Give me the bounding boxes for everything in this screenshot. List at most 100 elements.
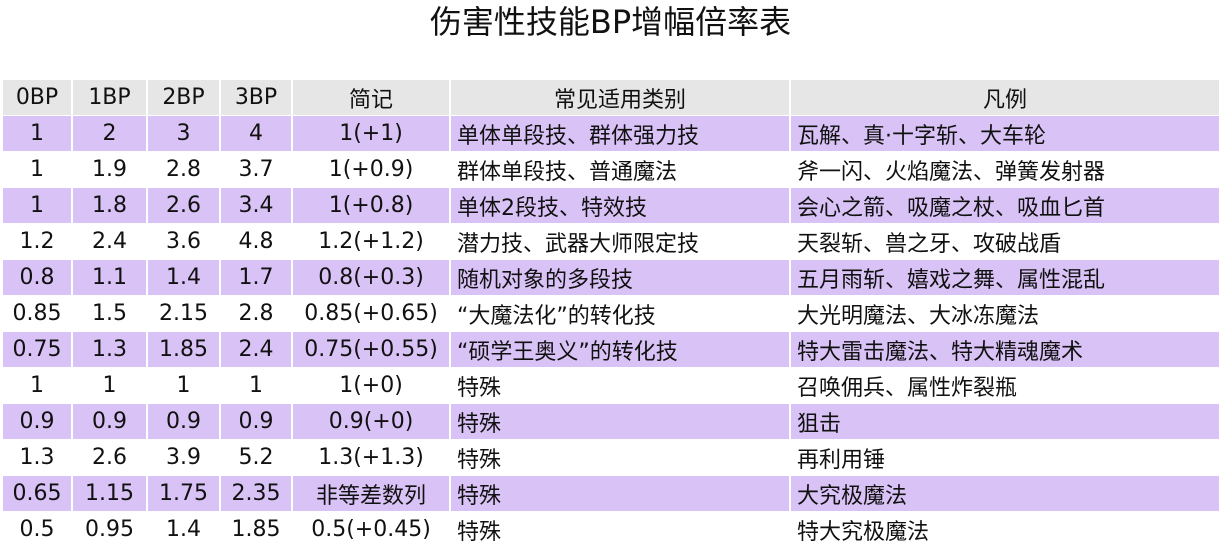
column-header: 0BP [3, 80, 73, 116]
table-cell: 特殊 [450, 367, 791, 404]
table-cell: 单体2段技、特效技 [450, 187, 791, 224]
table-cell: 0.9 [72, 403, 148, 440]
table-row: 1 1.8 2.6 3.4 1(+0.8) 单体2段技、特效技 会心之箭、吸魔之杖、吸血匕首 [3, 187, 1221, 224]
table-cell: 大光明魔法、大冰冻魔法 [790, 295, 1221, 332]
table-cell: 1.1 [72, 259, 148, 296]
table-cell: 0.85(+0.65) [292, 295, 451, 332]
table-cell: 0.9 [3, 403, 73, 440]
table-cell: 2.8 [220, 295, 293, 332]
table-cell: 1.2(+1.2) [292, 223, 451, 260]
table-cell: 1.85 [147, 331, 221, 368]
table-cell: 特大雷击魔法、特大精魂魔术 [790, 331, 1221, 368]
column-header: 简记 [292, 80, 451, 116]
table-row: 0.85 1.5 2.15 2.8 0.85(+0.65) “大魔法化”的转化技 大光明魔法… [3, 295, 1221, 332]
table-cell: 0.95 [72, 511, 148, 548]
table-cell: 2.15 [147, 295, 221, 332]
table-cell: 特殊 [450, 403, 791, 440]
table-row: 1 1.9 2.8 3.7 1(+0.9) 群体单段技、普通魔法 斧一闪、火焰魔法、弹簧发射… [3, 151, 1221, 188]
table-cell: 1.3 [72, 331, 148, 368]
table-cell: 1.85 [220, 511, 293, 548]
table-cell: 0.85 [3, 295, 73, 332]
table-cell: 群体单段技、普通魔法 [450, 151, 791, 188]
table-cell: 1.3(+1.3) [292, 439, 451, 476]
table-cell: 3.9 [147, 439, 221, 476]
table-cell: 4 [220, 115, 293, 152]
table-cell: 3.7 [220, 151, 293, 188]
table-cell: 0.8 [3, 259, 73, 296]
table-cell: 5.2 [220, 439, 293, 476]
table-cell: 2.35 [220, 475, 293, 512]
table-cell: 1 [72, 367, 148, 404]
column-header: 2BP [147, 80, 221, 116]
column-header: 1BP [72, 80, 148, 116]
table-cell: 0.8(+0.3) [292, 259, 451, 296]
table-cell: 1.4 [147, 259, 221, 296]
table-cell: 1.2 [3, 223, 73, 260]
table-cell: 1 [3, 151, 73, 188]
table-row: 1 2 3 4 1(+1) 单体单段技、群体强力技 瓦解、真·十字斩、大车轮 [3, 115, 1221, 152]
table-cell: 3 [147, 115, 221, 152]
table-row: 1.2 2.4 3.6 4.8 1.2(+1.2) 潜力技、武器大师限定技 天裂斩、兽之牙、… [3, 223, 1221, 260]
column-header: 凡例 [790, 80, 1221, 116]
table-cell: 1.7 [220, 259, 293, 296]
table-cell: 1.5 [72, 295, 148, 332]
table-cell: 狙击 [790, 403, 1221, 440]
table-cell: 1.75 [147, 475, 221, 512]
table-cell: 1 [3, 367, 73, 404]
table-cell: 1.4 [147, 511, 221, 548]
table-cell: 召唤佣兵、属性炸裂瓶 [790, 367, 1221, 404]
table-cell: 五月雨斩、嬉戏之舞、属性混乱 [790, 259, 1221, 296]
table-cell: 0.9 [147, 403, 221, 440]
table-cell: 0.9 [220, 403, 293, 440]
table-cell: 2.6 [72, 439, 148, 476]
table-cell: 1 [147, 367, 221, 404]
table-cell: 1(+0) [292, 367, 451, 404]
table-cell: 1 [220, 367, 293, 404]
table-cell: 1 [3, 187, 73, 224]
table-cell: 特殊 [450, 475, 791, 512]
table-cell: 1.3 [3, 439, 73, 476]
table-cell: 1.8 [72, 187, 148, 224]
page-title: 伤害性技能BP增幅倍率表 [429, 3, 792, 41]
table-cell: 3.6 [147, 223, 221, 260]
table-cell: 非等差数列 [292, 475, 451, 512]
table-cell: 潜力技、武器大师限定技 [450, 223, 791, 260]
table-row: 0.75 1.3 1.85 2.4 0.75(+0.55) “硕学王奥义”的转化技 特大雷击… [3, 331, 1221, 368]
table-row: 1 1 1 1 1(+0) 特殊 召唤佣兵、属性炸裂瓶 [3, 367, 1221, 404]
table-cell: 0.5(+0.45) [292, 511, 451, 548]
table-cell: “大魔法化”的转化技 [450, 295, 791, 332]
table-row: 0.9 0.9 0.9 0.9 0.9(+0) 特殊 狙击 [3, 403, 1221, 440]
table-row: 0.8 1.1 1.4 1.7 0.8(+0.3) 随机对象的多段技 五月雨斩、嬉戏之舞、属… [3, 259, 1221, 296]
bp-table: 0BP 1BP 2BP 3BP 简记 常见适用类别 凡例 1 2 3 4 1(+1) 单体单段技、群体… [3, 80, 1221, 548]
table-cell: 1(+1) [292, 115, 451, 152]
table-cell: 天裂斩、兽之牙、攻破战盾 [790, 223, 1221, 260]
table-cell: 0.65 [3, 475, 73, 512]
table-cell: 大究极魔法 [790, 475, 1221, 512]
table-cell: 瓦解、真·十字斩、大车轮 [790, 115, 1221, 152]
table-cell: 斧一闪、火焰魔法、弹簧发射器 [790, 151, 1221, 188]
column-header: 3BP [220, 80, 293, 116]
table-cell: 0.5 [3, 511, 73, 548]
table-cell: 随机对象的多段技 [450, 259, 791, 296]
table-cell: 1(+0.8) [292, 187, 451, 224]
table-cell: 3.4 [220, 187, 293, 224]
table-cell: 特殊 [450, 511, 791, 548]
table-cell: 会心之箭、吸魔之杖、吸血匕首 [790, 187, 1221, 224]
table-cell: “硕学王奥义”的转化技 [450, 331, 791, 368]
table-cell: 0.75(+0.55) [292, 331, 451, 368]
table-cell: 1(+0.9) [292, 151, 451, 188]
table-cell: 2.8 [147, 151, 221, 188]
table-row: 1.3 2.6 3.9 5.2 1.3(+1.3) 特殊 再利用锤 [3, 439, 1221, 476]
table-cell: 单体单段技、群体强力技 [450, 115, 791, 152]
table-cell: 4.8 [220, 223, 293, 260]
header-row: 0BP 1BP 2BP 3BP 简记 常见适用类别 凡例 [3, 80, 1221, 116]
table-cell: 1.15 [72, 475, 148, 512]
table-cell: 0.9(+0) [292, 403, 451, 440]
column-header: 常见适用类别 [450, 80, 791, 116]
table-cell: 0.75 [3, 331, 73, 368]
table-cell: 2.4 [220, 331, 293, 368]
table-cell: 特殊 [450, 439, 791, 476]
table-cell: 1.9 [72, 151, 148, 188]
table-row: 0.65 1.15 1.75 2.35 非等差数列 特殊 大究极魔法 [3, 475, 1221, 512]
table-cell: 特大究极魔法 [790, 511, 1221, 548]
